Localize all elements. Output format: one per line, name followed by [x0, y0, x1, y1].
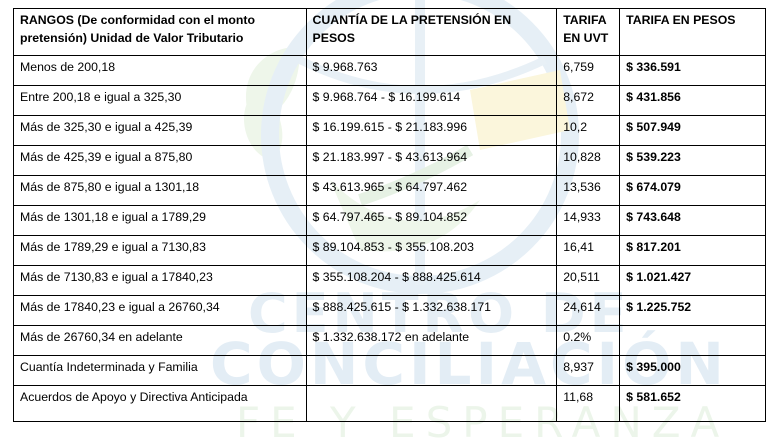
table-row: Acuerdos de Apoyo y Directiva Anticipada… — [13, 385, 766, 422]
cell-rango: Acuerdos de Apoyo y Directiva Anticipada — [13, 385, 307, 422]
cell-rango: Cuantía Indeterminada y Familia — [13, 355, 307, 386]
table-row: Cuantía Indeterminada y Familia 8,937 $ … — [13, 355, 766, 386]
cell-pesos: $ 539.223 — [619, 145, 766, 176]
cell-cuantia — [305, 355, 558, 386]
header-tarifa-uvt: TARIFA EN UVT — [556, 8, 621, 56]
table-row: Más de 325,30 e igual a 425,39 $ 16.199.… — [13, 115, 766, 146]
table-row: Más de 26760,34 en adelante $ 1.332.638.… — [13, 325, 766, 356]
header-rangos: RANGOS (De conformidad con el monto pret… — [13, 8, 307, 56]
table-row: Más de 17840,23 e igual a 26760,34 $ 888… — [13, 295, 766, 326]
cell-uvt: 14,933 — [556, 205, 621, 236]
cell-cuantia: $ 64.797.465 - $ 89.104.852 — [305, 205, 558, 236]
cell-uvt: 6,759 — [556, 55, 621, 86]
cell-rango: Más de 1789,29 e igual a 7130,83 — [13, 235, 307, 266]
cell-uvt: 0.2% — [556, 325, 621, 356]
table-row: Entre 200,18 e igual a 325,30 $ 9.968.76… — [13, 85, 766, 116]
cell-uvt: 20,511 — [556, 265, 621, 296]
header-cuantia: CUANTÍA DE LA PRETENSIÓN EN PESOS — [305, 8, 558, 56]
cell-uvt: 8,937 — [556, 355, 621, 386]
tarifas-table: RANGOS (De conformidad con el monto pret… — [13, 8, 766, 422]
cell-pesos: $ 395.000 — [619, 355, 766, 386]
cell-cuantia: $ 89.104.853 - $ 355.108.203 — [305, 235, 558, 266]
cell-rango: Más de 1301,18 e igual a 1789,29 — [13, 205, 307, 236]
cell-rango: Más de 17840,23 e igual a 26760,34 — [13, 295, 307, 326]
table-row: Más de 1789,29 e igual a 7130,83 $ 89.10… — [13, 235, 766, 266]
cell-rango: Más de 26760,34 en adelante — [13, 325, 307, 356]
cell-uvt: 8,672 — [556, 85, 621, 116]
cell-rango: Más de 7130,83 e igual a 17840,23 — [13, 265, 307, 296]
cell-pesos: $ 817.201 — [619, 235, 766, 266]
cell-uvt: 10,828 — [556, 145, 621, 176]
table-row: Menos de 200,18 $ 9.968.763 6,759 $ 336.… — [13, 55, 766, 86]
cell-cuantia: $ 888.425.615 - $ 1.332.638.171 — [305, 295, 558, 326]
cell-cuantia: $ 43.613.965 - $ 64.797.462 — [305, 175, 558, 206]
cell-cuantia — [305, 385, 558, 422]
cell-pesos: $ 743.648 — [619, 205, 766, 236]
cell-uvt: 24,614 — [556, 295, 621, 326]
cell-rango: Más de 325,30 e igual a 425,39 — [13, 115, 307, 146]
cell-rango: Más de 425,39 e igual a 875,80 — [13, 145, 307, 176]
cell-uvt: 13,536 — [556, 175, 621, 206]
table-row: Más de 425,39 e igual a 875,80 $ 21.183.… — [13, 145, 766, 176]
table-row: Más de 875,80 e igual a 1301,18 $ 43.613… — [13, 175, 766, 206]
cell-cuantia: $ 9.968.764 - $ 16.199.614 — [305, 85, 558, 116]
header-tarifa-pesos: TARIFA EN PESOS — [619, 8, 766, 56]
cell-cuantia: $ 355.108.204 - $ 888.425.614 — [305, 265, 558, 296]
cell-pesos: $ 336.591 — [619, 55, 766, 86]
cell-rango: Entre 200,18 e igual a 325,30 — [13, 85, 307, 116]
cell-pesos — [619, 325, 766, 356]
cell-cuantia: $ 21.183.997 - $ 43.613.964 — [305, 145, 558, 176]
cell-cuantia: $ 16.199.615 - $ 21.183.996 — [305, 115, 558, 146]
cell-pesos: $ 674.079 — [619, 175, 766, 206]
cell-rango: Menos de 200,18 — [13, 55, 307, 86]
cell-pesos: $ 431.856 — [619, 85, 766, 116]
cell-uvt: 11,68 — [556, 385, 621, 422]
cell-rango: Más de 875,80 e igual a 1301,18 — [13, 175, 307, 206]
cell-cuantia: $ 9.968.763 — [305, 55, 558, 86]
cell-pesos: $ 1.225.752 — [619, 295, 766, 326]
cell-cuantia: $ 1.332.638.172 en adelante — [305, 325, 558, 356]
cell-uvt: 10,2 — [556, 115, 621, 146]
table-header-row: RANGOS (De conformidad con el monto pret… — [13, 8, 766, 56]
cell-pesos: $ 581.652 — [619, 385, 766, 422]
cell-pesos: $ 507.949 — [619, 115, 766, 146]
cell-pesos: $ 1.021.427 — [619, 265, 766, 296]
cell-uvt: 16,41 — [556, 235, 621, 266]
table-row: Más de 7130,83 e igual a 17840,23 $ 355.… — [13, 265, 766, 296]
table-row: Más de 1301,18 e igual a 1789,29 $ 64.79… — [13, 205, 766, 236]
